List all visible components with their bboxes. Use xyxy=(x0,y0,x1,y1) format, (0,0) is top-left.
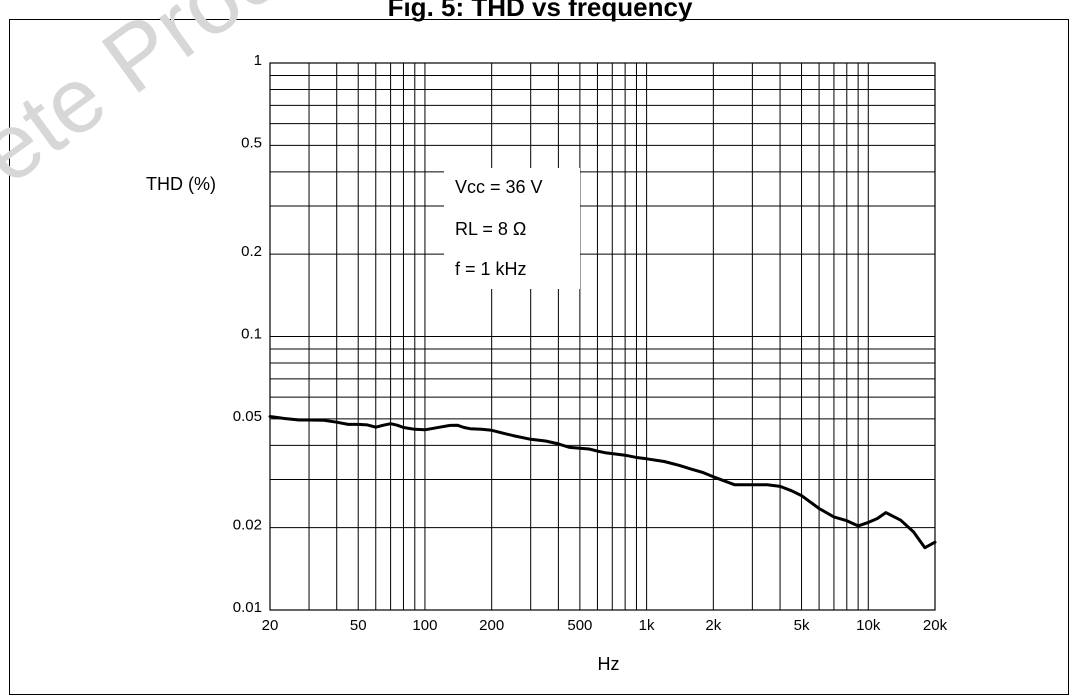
annotation-frequency: f = 1 kHz xyxy=(455,259,527,279)
annotation-box xyxy=(444,168,580,289)
x-tick-label: 5k xyxy=(794,617,810,634)
x-tick-label: 50 xyxy=(350,617,367,634)
x-tick-label: 20 xyxy=(262,617,279,634)
x-tick-labels: 20 50 100 200 500 1k 2k 5k 10k 20k xyxy=(262,617,948,634)
x-tick-label: 2k xyxy=(705,617,721,634)
x-tick-label: 200 xyxy=(479,617,504,634)
x-tick-label: 20k xyxy=(923,617,948,634)
x-tick-label: 500 xyxy=(567,617,592,634)
annotation-rl: RL = 8 Ω xyxy=(455,219,526,239)
y-tick-label: 0.1 xyxy=(241,326,262,343)
y-tick-label: 1 xyxy=(254,52,262,69)
grid-lines xyxy=(270,63,935,610)
series-group xyxy=(268,415,937,550)
y-tick-label: 0.01 xyxy=(233,599,262,616)
y-tick-label: 0.2 xyxy=(241,243,262,260)
y-axis-label: THD (%) xyxy=(146,174,216,194)
annotation-vcc: Vcc = 36 V xyxy=(455,177,543,197)
y-tick-label: 0.5 xyxy=(241,134,262,151)
plot-area-border xyxy=(269,62,936,611)
x-tick-label: 10k xyxy=(856,617,881,634)
page-title: Fig. 5: THD vs frequency xyxy=(387,0,693,22)
x-tick-label: 100 xyxy=(412,617,437,634)
x-tick-label: 1k xyxy=(639,617,655,634)
thd-curve xyxy=(268,415,937,550)
x-axis-label: Hz xyxy=(598,654,620,674)
y-tick-label: 0.02 xyxy=(233,517,262,534)
y-tick-labels: 0.01 0.02 0.05 0.1 0.2 0.5 1 xyxy=(233,52,262,616)
figure-frame xyxy=(9,19,1069,695)
y-tick-label: 0.05 xyxy=(233,408,262,425)
